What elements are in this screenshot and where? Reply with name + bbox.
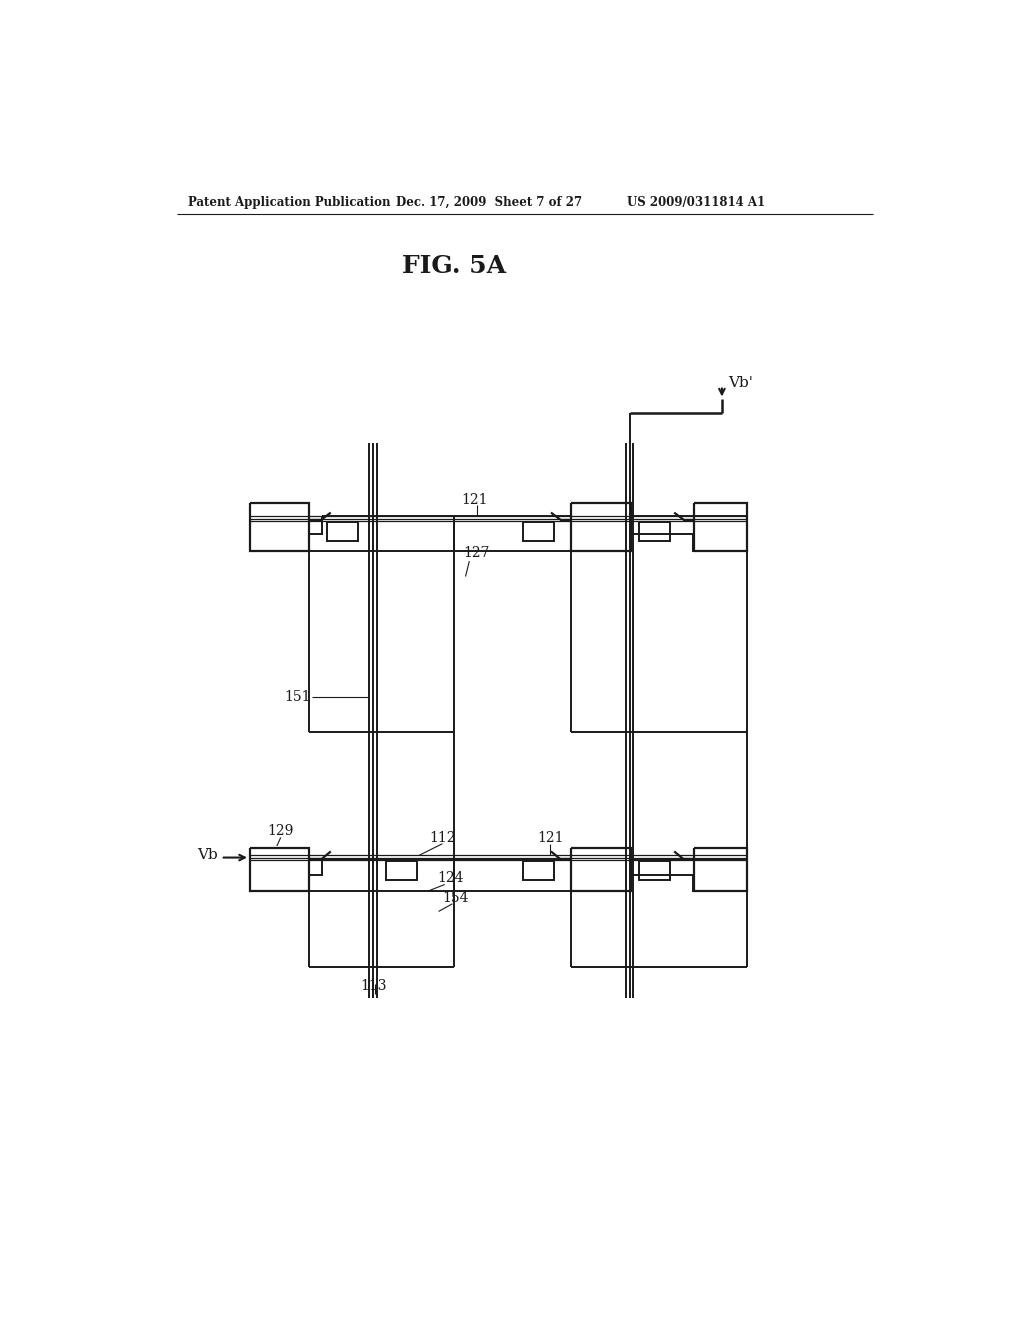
Text: 127: 127 <box>463 546 489 561</box>
Text: FIG. 5A: FIG. 5A <box>401 255 506 279</box>
Text: 113: 113 <box>360 979 386 993</box>
Text: 154: 154 <box>442 891 469 904</box>
Text: Dec. 17, 2009  Sheet 7 of 27: Dec. 17, 2009 Sheet 7 of 27 <box>396 195 583 209</box>
Text: 121: 121 <box>538 832 563 845</box>
Text: Vb': Vb' <box>728 376 753 391</box>
Text: Vb: Vb <box>198 849 218 862</box>
Text: 112: 112 <box>429 830 456 845</box>
Text: 124: 124 <box>437 871 464 886</box>
Text: 121: 121 <box>462 492 488 507</box>
Text: 129: 129 <box>267 824 294 838</box>
Text: Patent Application Publication: Patent Application Publication <box>188 195 391 209</box>
Text: 151: 151 <box>285 690 311 705</box>
Text: US 2009/0311814 A1: US 2009/0311814 A1 <box>628 195 765 209</box>
